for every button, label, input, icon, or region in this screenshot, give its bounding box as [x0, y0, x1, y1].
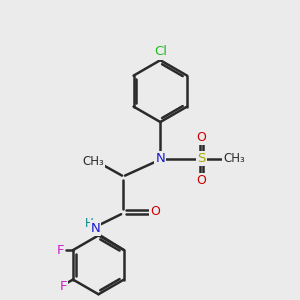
- Text: N: N: [91, 221, 100, 235]
- Text: H: H: [85, 217, 93, 230]
- Text: Cl: Cl: [154, 45, 167, 58]
- Text: F: F: [59, 280, 67, 293]
- Text: O: O: [196, 131, 206, 144]
- Text: O: O: [150, 205, 160, 218]
- Text: F: F: [56, 244, 64, 256]
- Text: O: O: [196, 173, 206, 187]
- Text: CH₃: CH₃: [223, 152, 245, 165]
- Text: CH₃: CH₃: [82, 155, 104, 168]
- Text: N: N: [155, 152, 165, 165]
- Text: S: S: [197, 152, 206, 165]
